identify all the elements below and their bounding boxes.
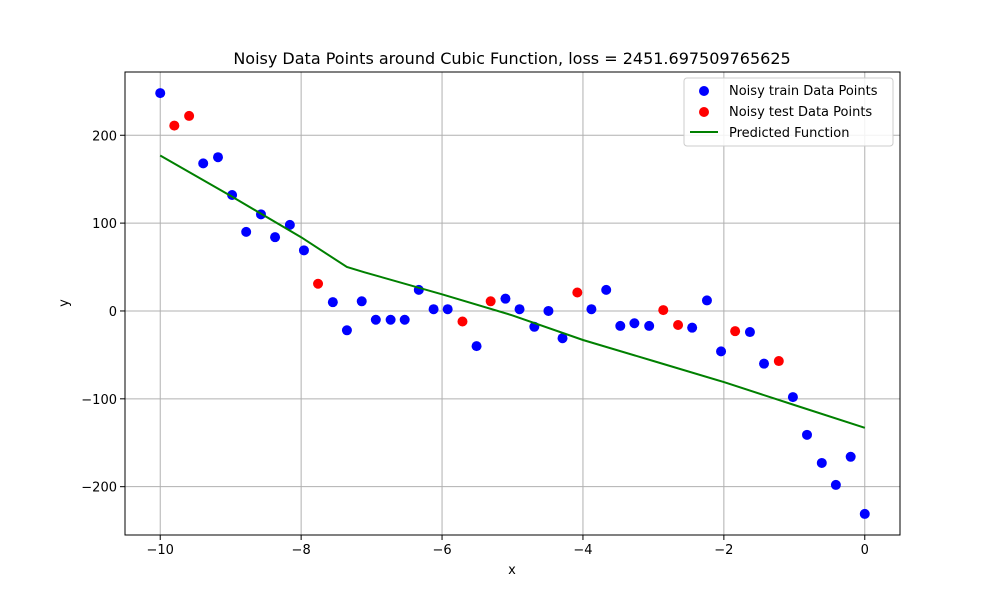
x-tick-label: −8	[292, 543, 311, 558]
train-data-point	[241, 226, 252, 237]
plot-area	[155, 88, 870, 519]
train-data-point	[399, 314, 410, 325]
train-data-point	[155, 88, 166, 99]
train-data-point	[629, 318, 640, 329]
y-axis: −200 −100 0 100 200	[81, 129, 125, 496]
train-data-point	[500, 293, 511, 304]
predicted-function-line	[159, 154, 866, 429]
train-data-point	[716, 346, 727, 357]
train-data-point	[586, 304, 597, 315]
legend-label-predicted: Predicted Function	[729, 126, 849, 141]
test-data-point	[184, 110, 195, 121]
x-axis-label: x	[508, 563, 516, 578]
train-data-point	[514, 304, 525, 315]
train-data-point	[830, 479, 841, 490]
train-data-point	[744, 327, 755, 338]
legend-label-test: Noisy test Data Points	[729, 105, 872, 120]
train-data-point	[356, 296, 367, 307]
y-tick-label: 100	[92, 217, 117, 232]
y-tick-label: 0	[109, 305, 117, 320]
train-data-point	[341, 325, 352, 336]
train-data-point	[787, 392, 798, 403]
test-data-point	[313, 278, 324, 289]
train-data-point	[845, 451, 856, 462]
x-axis: −10 −8 −6 −4 −2 0	[147, 535, 869, 558]
train-data-point	[802, 429, 812, 440]
test-data-point	[673, 320, 684, 331]
train-data-point	[385, 314, 396, 325]
axes-frame	[124, 71, 901, 536]
test-data-point	[169, 120, 180, 131]
train-data-point	[701, 295, 712, 306]
test-data-point	[457, 316, 468, 327]
train-data-point	[687, 322, 698, 333]
y-tick-label: 200	[92, 129, 117, 144]
train-data-point	[859, 508, 870, 519]
y-axis-label: y	[57, 299, 72, 307]
x-tick-label: 0	[861, 543, 869, 558]
x-tick-label: −4	[573, 543, 592, 558]
train-data-point	[471, 341, 482, 352]
legend-marker-train	[699, 86, 709, 96]
x-tick-label: −10	[147, 543, 174, 558]
test-data-point	[485, 296, 496, 307]
train-data-point	[428, 304, 439, 315]
test-data-point	[730, 326, 741, 337]
y-tick-label: −200	[81, 481, 117, 496]
train-data-point	[543, 305, 554, 316]
y-tick-label: −100	[81, 393, 117, 408]
train-data-point	[213, 152, 223, 163]
chart-title: Noisy Data Points around Cubic Function,…	[233, 49, 790, 68]
train-data-point	[327, 297, 338, 308]
train-data-point	[644, 320, 655, 331]
train-data-point	[759, 358, 770, 369]
train-data-point	[816, 457, 827, 468]
test-data-point	[572, 287, 583, 298]
legend-label-train: Noisy train Data Points	[729, 84, 878, 99]
train-data-point	[615, 320, 626, 331]
train-data-point	[442, 304, 453, 315]
legend-box	[683, 77, 894, 147]
train-data-point	[270, 232, 281, 243]
legend: Noisy train Data Points Noisy test Data …	[683, 77, 894, 147]
train-data-point	[198, 158, 209, 169]
test-data-point	[658, 305, 669, 316]
legend-marker-test	[699, 107, 709, 117]
train-data-point	[284, 219, 295, 230]
x-tick-label: −6	[432, 543, 451, 558]
train-data-point	[557, 333, 568, 344]
train-data-point	[601, 284, 612, 295]
train-data-point	[298, 245, 309, 256]
test-data-point	[773, 356, 784, 367]
train-data-point	[370, 314, 381, 325]
x-tick-label: −2	[714, 543, 733, 558]
